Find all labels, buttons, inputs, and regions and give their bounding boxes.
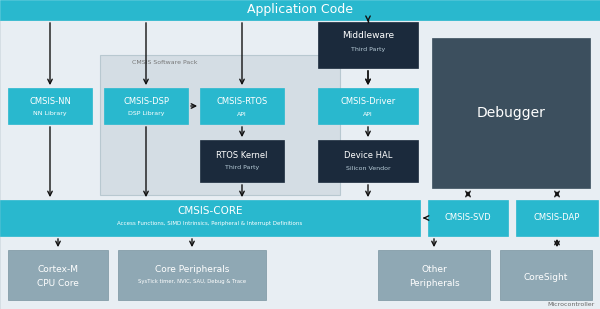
Text: Core Peripherals: Core Peripherals [155,265,229,274]
Bar [318,22,418,68]
Text: Access Functions, SIMD Intrinsics, Peripheral & Interrupt Definitions: Access Functions, SIMD Intrinsics, Perip… [118,222,302,226]
Text: CMSIS-CORE: CMSIS-CORE [177,206,243,216]
Text: Application Code: Application Code [247,3,353,16]
Text: NN Library: NN Library [33,112,67,116]
Bar [8,250,108,300]
Text: Debugger: Debugger [476,106,545,120]
Bar [318,88,418,124]
Bar [0,0,600,20]
Text: Third Party: Third Party [351,48,385,53]
Bar [118,250,266,300]
Text: CMSIS-Driver: CMSIS-Driver [340,98,395,107]
Text: Microcontroller: Microcontroller [548,302,595,307]
Text: CoreSight: CoreSight [524,273,568,281]
Bar [8,88,92,124]
Text: DSP Library: DSP Library [128,112,164,116]
Text: RTOS Kernel: RTOS Kernel [216,151,268,160]
Text: Silicon Vendor: Silicon Vendor [346,166,391,171]
Bar [0,200,420,236]
Bar [318,140,418,182]
Text: CMSIS-RTOS: CMSIS-RTOS [217,98,268,107]
Text: Cortex-M: Cortex-M [37,265,79,274]
Text: API: API [363,112,373,116]
Text: CMSIS-DSP: CMSIS-DSP [123,98,169,107]
Text: CMSIS Software Pack: CMSIS Software Pack [132,60,198,65]
Text: Device HAL: Device HAL [344,151,392,160]
Bar [100,55,340,195]
Bar [378,250,490,300]
Text: CMSIS-SVD: CMSIS-SVD [445,214,491,222]
Bar [200,140,284,182]
Bar [104,88,188,124]
Bar [516,200,598,236]
Text: Other: Other [421,265,447,274]
Text: CPU Core: CPU Core [37,278,79,287]
Text: Third Party: Third Party [225,166,259,171]
Bar [428,200,508,236]
Text: CMSIS-DAP: CMSIS-DAP [534,214,580,222]
Text: API: API [237,112,247,116]
Text: SysTick timer, NVIC, SAU, Debug & Trace: SysTick timer, NVIC, SAU, Debug & Trace [138,280,246,285]
Text: Peripherals: Peripherals [409,278,460,287]
Bar [432,38,590,188]
Text: CMSIS-NN: CMSIS-NN [29,98,71,107]
Text: Middleware: Middleware [342,32,394,40]
Bar [500,250,592,300]
Bar [200,88,284,124]
